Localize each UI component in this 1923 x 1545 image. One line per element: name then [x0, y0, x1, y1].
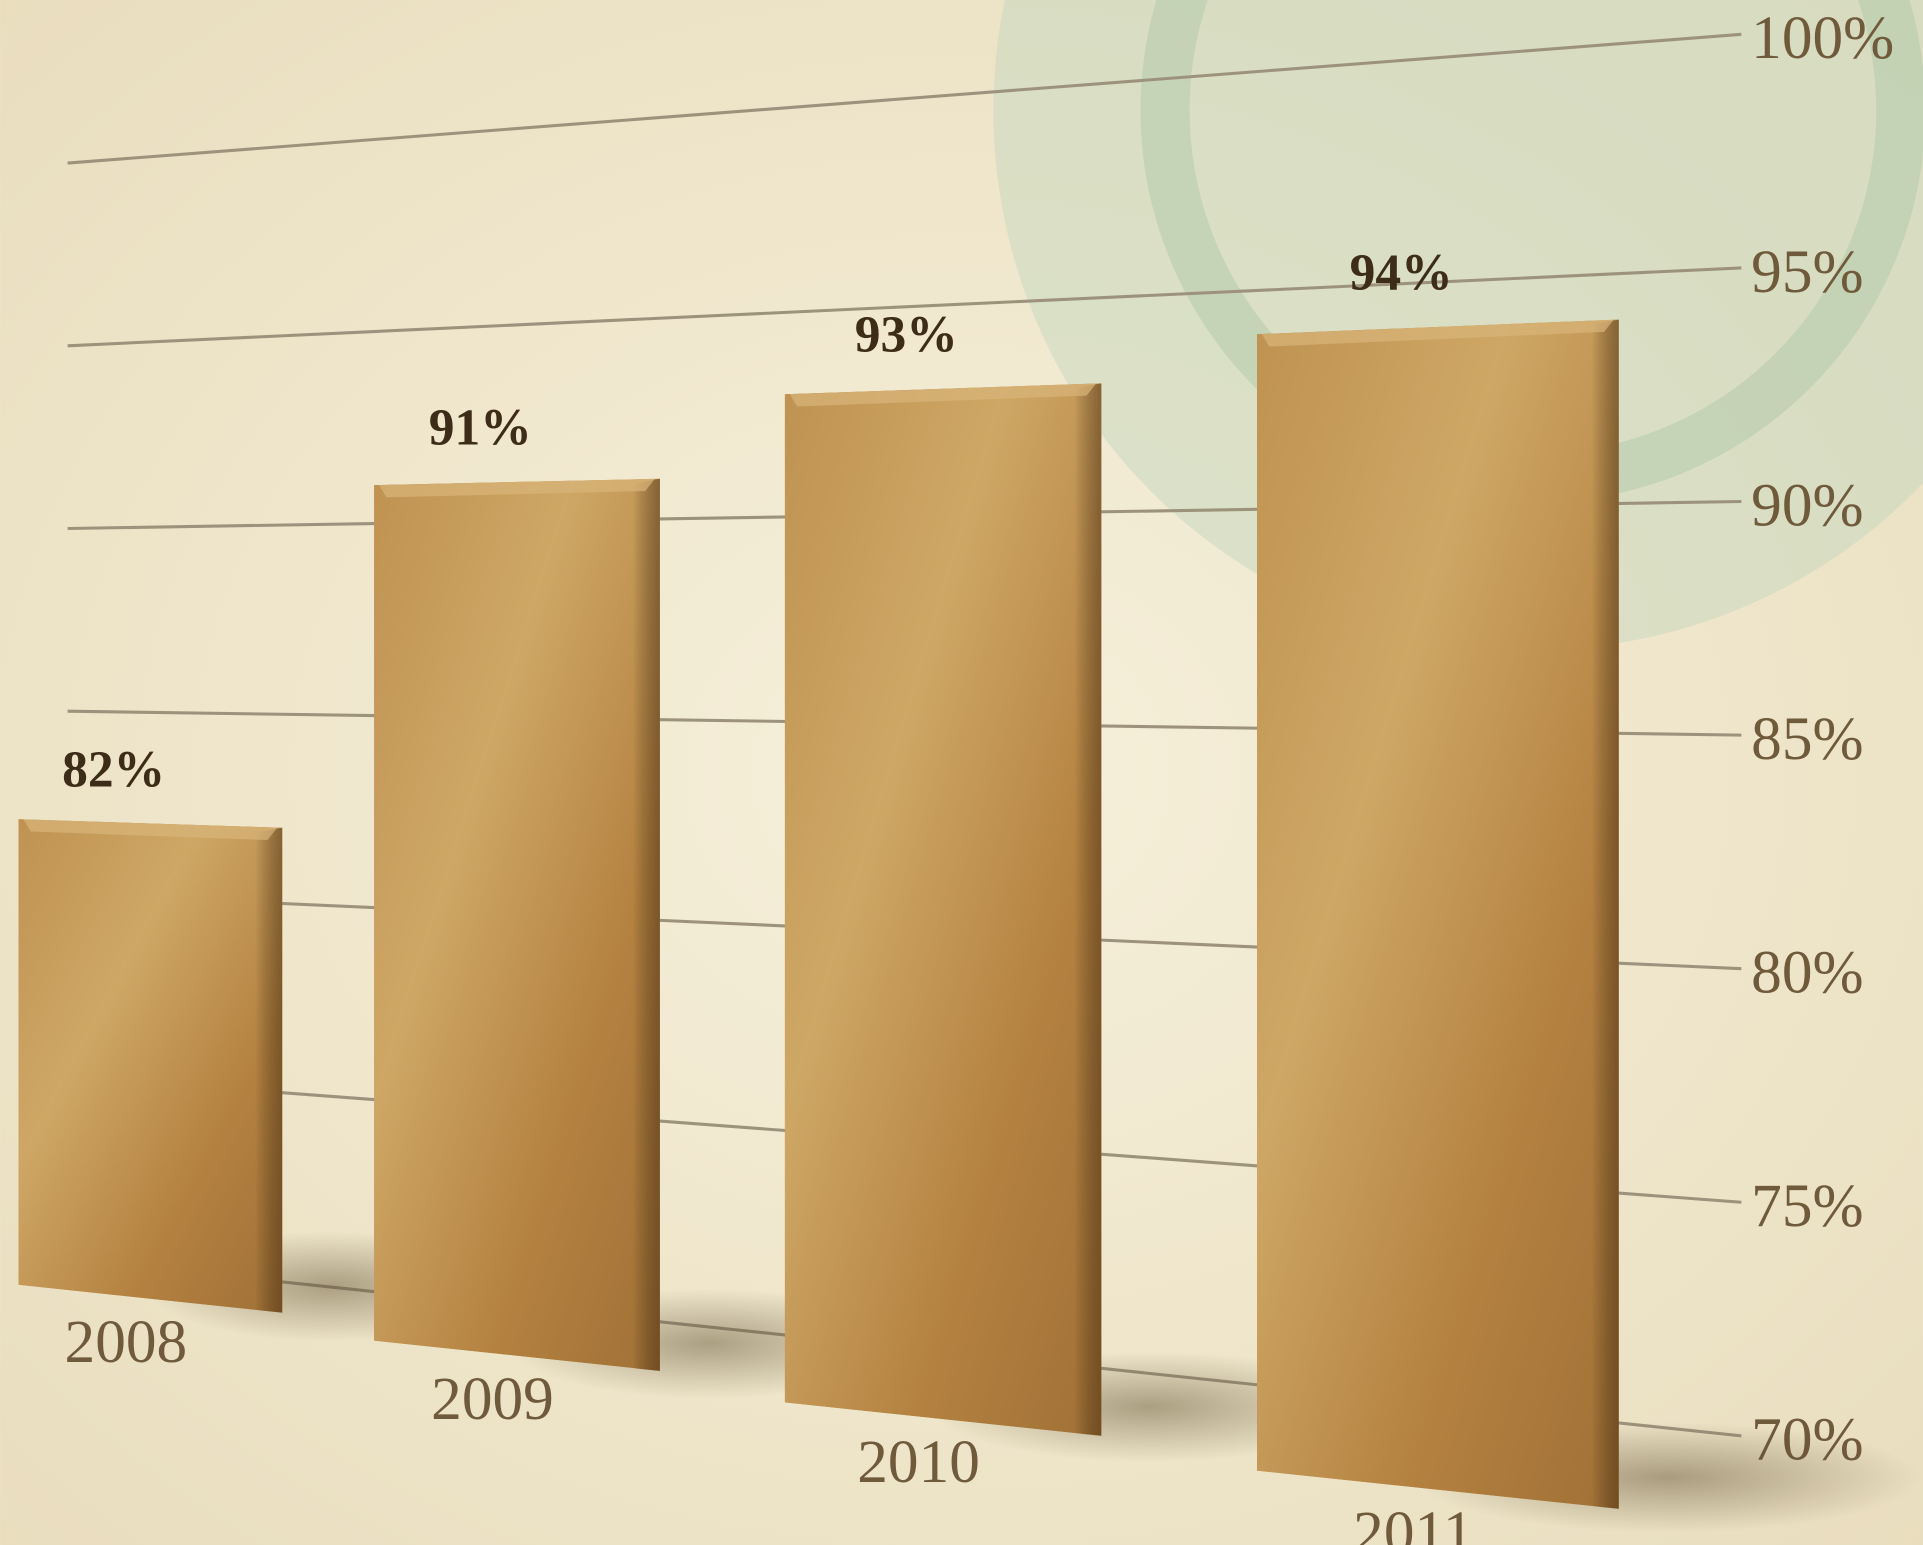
value-label: 82%: [62, 741, 165, 798]
y-tick-label: 90%: [1751, 471, 1863, 539]
value-label: 94%: [1350, 245, 1453, 302]
bar-face: [784, 383, 1102, 1436]
bar-top: [379, 478, 655, 498]
bar-side: [632, 478, 660, 1371]
bar-top: [789, 383, 1097, 407]
logo-decoration: [993, 0, 1923, 650]
y-tick-label: 75%: [1751, 1172, 1863, 1240]
y-tick-label: 100%: [1751, 4, 1894, 72]
bar-top: [23, 819, 278, 841]
y-tick-label: 80%: [1751, 939, 1863, 1007]
value-label: 91%: [429, 400, 532, 457]
bar-top: [1261, 319, 1614, 347]
bars: 82% 2008 91% 2009 93% 2010 94% 2011: [18, 245, 1921, 1545]
bar-side: [255, 827, 283, 1313]
bar-side: [1074, 383, 1102, 1436]
grid-line: [67, 266, 1742, 348]
bar-face: [374, 478, 660, 1371]
bar-face: [1257, 319, 1619, 1509]
value-label: 93%: [855, 307, 958, 364]
bar-side: [1591, 319, 1619, 1509]
y-tick-label: 95%: [1751, 238, 1863, 306]
y-tick-label: 85%: [1751, 705, 1863, 773]
x-tick-label: 2009: [431, 1365, 554, 1433]
bar-face: [18, 819, 283, 1313]
grid-line: [67, 32, 1742, 165]
x-tick-label: 2010: [857, 1428, 980, 1496]
x-tick-label: 2011: [1353, 1499, 1473, 1545]
x-tick-label: 2008: [65, 1308, 188, 1376]
